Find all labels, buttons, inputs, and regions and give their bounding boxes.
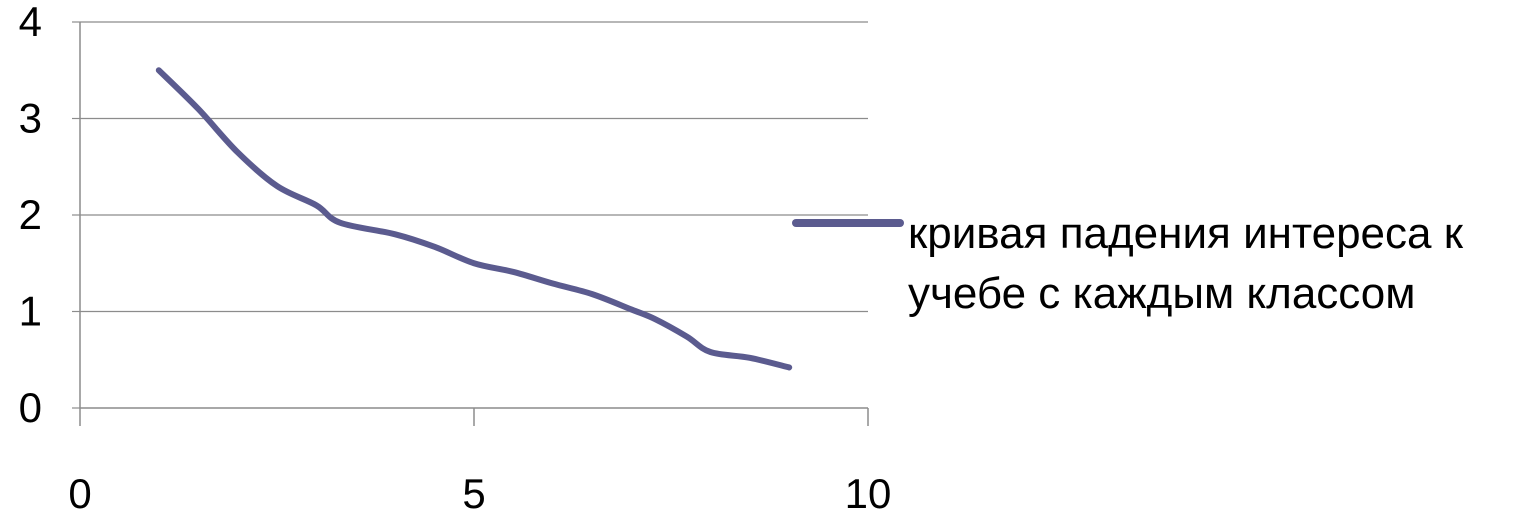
x-tick-label: 5: [462, 470, 485, 510]
y-tick-label: 0: [19, 384, 42, 431]
y-tick-label: 1: [19, 288, 42, 335]
series-line-0: [155, 67, 793, 371]
legend-label-line-2: учебе с каждым классом: [908, 269, 1416, 318]
grid-lines: [80, 21, 868, 313]
x-tick-label: 0: [68, 470, 91, 510]
y-tick-label: 2: [19, 191, 42, 238]
y-tick-label: 3: [19, 95, 42, 142]
x-tick-label: 10: [845, 470, 892, 510]
legend-label-line-1: кривая падения интереса к: [908, 209, 1464, 258]
legend-label: кривая падения интереса к учебе с каждым …: [908, 209, 1464, 318]
axes: 0 1 2 3 4 0 5 10: [19, 0, 892, 515]
series-layer: [155, 67, 793, 371]
y-tick-label: 4: [19, 0, 42, 45]
legend: кривая падения интереса к учебе с каждым …: [792, 209, 1464, 318]
